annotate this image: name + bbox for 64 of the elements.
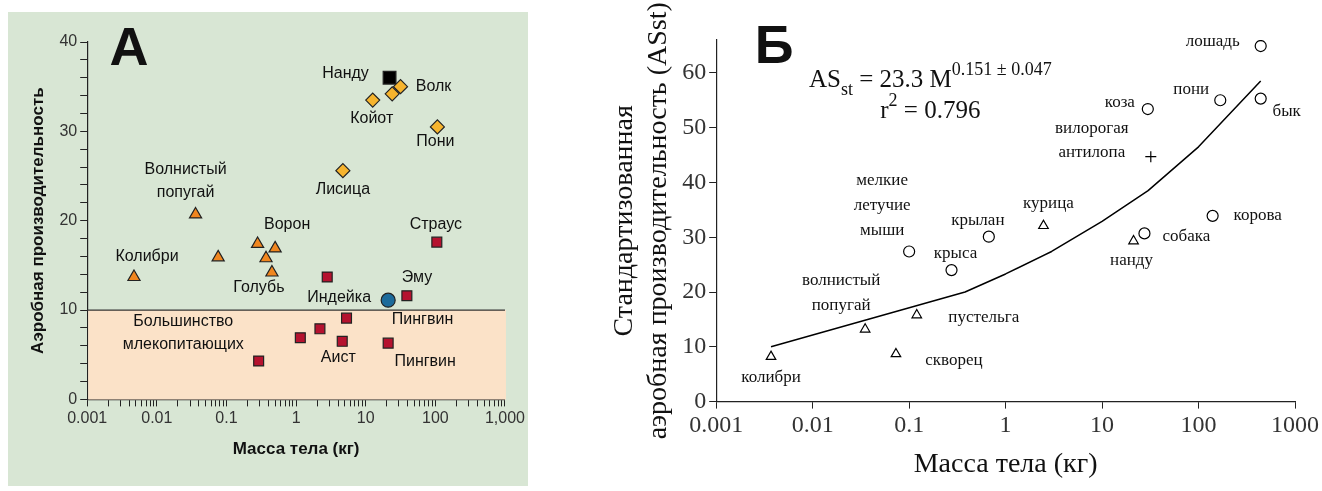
x-tick-label: 10 bbox=[1090, 411, 1115, 438]
y-tick-label: 40 bbox=[682, 167, 707, 194]
x-tick-label: 0.01 bbox=[791, 411, 834, 438]
annotation: колибри bbox=[741, 367, 801, 387]
annotation: Колибри bbox=[115, 247, 179, 265]
y-tick-label: 40 bbox=[59, 32, 78, 50]
annotation: Голубь bbox=[233, 277, 285, 295]
y-tick-label: 10 bbox=[682, 332, 707, 359]
annotation: Эму bbox=[401, 268, 433, 286]
y-tick-label: 0 bbox=[694, 386, 707, 413]
annotation: Б bbox=[754, 13, 794, 74]
annotation: Ворон bbox=[264, 214, 311, 232]
x-tick-label: 0.01 bbox=[141, 409, 173, 427]
annotation: корова bbox=[1233, 205, 1283, 225]
y-tick-label: 60 bbox=[682, 58, 707, 85]
band-label: Большинство млекопитающих bbox=[122, 312, 244, 353]
annotation: крыса bbox=[933, 242, 978, 262]
annotation: А bbox=[109, 15, 149, 76]
annotation: бык bbox=[1272, 101, 1302, 121]
x-axis-title: Масса тела (кг) bbox=[232, 439, 360, 459]
annotation: Пингвин bbox=[391, 310, 454, 328]
annotation: лошадь bbox=[1185, 31, 1240, 51]
x-tick-label: 0.001 bbox=[67, 409, 108, 427]
annotation: Страус bbox=[409, 214, 462, 232]
x-tick-label: 1 bbox=[999, 411, 1012, 438]
annotation: Индейка bbox=[307, 287, 372, 305]
annotation: волнистый попугай bbox=[801, 270, 881, 315]
y-tick-label: 20 bbox=[682, 277, 707, 304]
x-tick-label: 1 bbox=[291, 409, 301, 427]
x-tick-label: 1,000 bbox=[484, 409, 526, 427]
x-tick-label: 10 bbox=[356, 409, 375, 427]
y-tick-label: 0 bbox=[68, 389, 78, 407]
annotation: Пони bbox=[416, 132, 455, 150]
annotation: Волнистый попугай bbox=[144, 160, 227, 201]
y-tick-label: 30 bbox=[682, 222, 707, 249]
annotation: пустельга bbox=[948, 306, 1020, 326]
annotation: коза bbox=[1104, 91, 1136, 111]
x-tick-label: 1000 bbox=[1271, 411, 1319, 438]
annotation: вилорогая антилопа bbox=[1055, 117, 1129, 162]
annotation: Койот bbox=[350, 109, 394, 127]
x-tick-label: 0.001 bbox=[689, 411, 744, 438]
annotation: Аист bbox=[320, 347, 357, 365]
y-tick-label: 50 bbox=[682, 112, 707, 139]
annotation: курица bbox=[1023, 193, 1075, 213]
annotation: крылан bbox=[951, 210, 1005, 230]
annotation: нанду bbox=[1110, 249, 1154, 269]
annotation: Волк bbox=[415, 77, 453, 95]
y-tick-label: 10 bbox=[59, 300, 78, 318]
y-tick-label: 30 bbox=[59, 121, 78, 139]
y-axis-title: Стандартизованная аэробная производительность (ASst) bbox=[607, 2, 672, 440]
x-tick-label: 0.1 bbox=[894, 411, 925, 438]
y-axis-title: Аэробная производительность bbox=[27, 87, 47, 355]
y-tick-label: 20 bbox=[59, 211, 78, 229]
annotation: скворец bbox=[925, 350, 983, 370]
annotation: Лисица bbox=[315, 180, 371, 198]
annotation: собака bbox=[1162, 225, 1211, 245]
x-axis-title: Масса тела (кг) bbox=[913, 446, 1098, 478]
annotation: Нанду bbox=[322, 64, 369, 82]
x-tick-label: 100 bbox=[1180, 411, 1217, 438]
annotation: Пингвин bbox=[394, 351, 456, 369]
x-tick-label: 100 bbox=[422, 409, 449, 427]
annotation: мелкие летучие мыши bbox=[853, 170, 911, 239]
annotation: пони bbox=[1173, 78, 1210, 98]
x-tick-label: 0.1 bbox=[215, 409, 238, 427]
